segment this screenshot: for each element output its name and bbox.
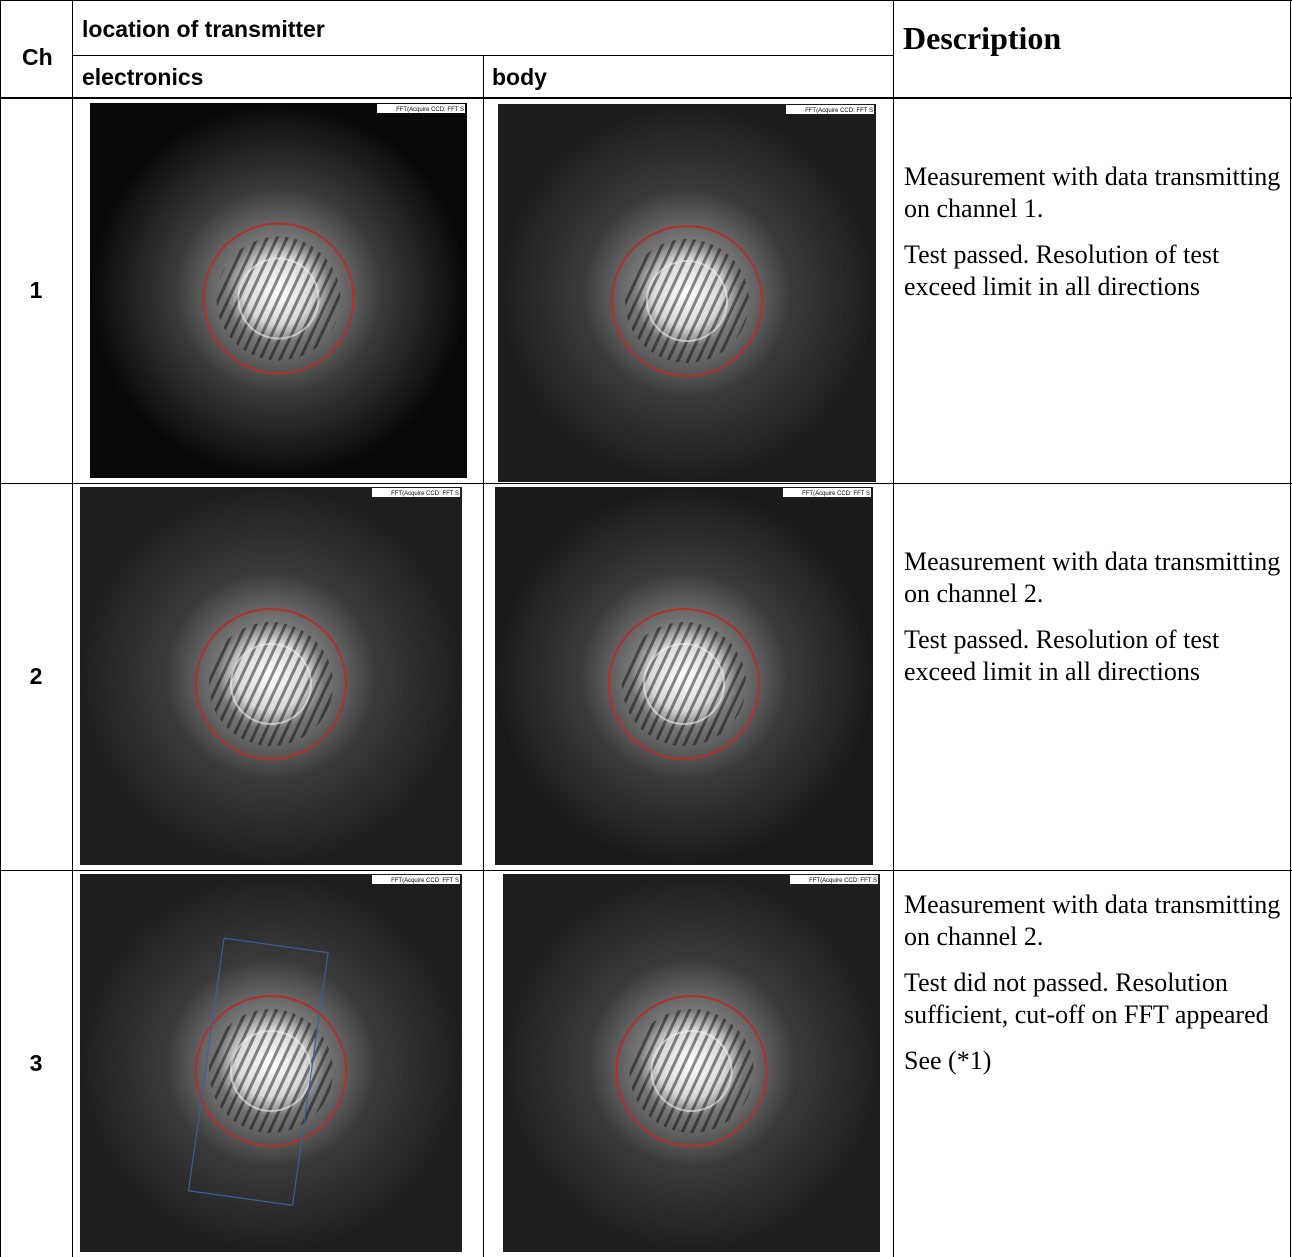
description-paragraph: Measurement with data transmitting on ch… xyxy=(904,161,1284,225)
fft-image: FFT(Acquire CCD: FFT S xyxy=(495,487,873,865)
header-location: location of transmitter xyxy=(82,16,325,43)
image-label: FFT(Acquire CCD: FFT S xyxy=(805,108,873,114)
fft-image: FFT(Acquire CCD: FFT S xyxy=(498,104,876,482)
stripes-area xyxy=(209,622,333,746)
description-paragraph: See (*1) xyxy=(904,1045,1284,1077)
border xyxy=(0,0,1292,1)
header-description: Description xyxy=(903,20,1061,57)
document: Ch location of transmitter electronics b… xyxy=(0,0,1292,1257)
fft-image: FFT(Acquire CCD: FFT S xyxy=(90,103,467,478)
stripes-area xyxy=(217,237,341,361)
header-electronics: electronics xyxy=(82,64,203,91)
stripes-area xyxy=(630,1009,754,1133)
border xyxy=(0,483,1292,484)
border xyxy=(0,97,1292,99)
border xyxy=(893,0,894,1257)
image-label: FFT(Acquire CCD: FFT S xyxy=(802,491,870,497)
image-label: FFT(Acquire CCD: FFT S xyxy=(396,107,464,113)
header-body: body xyxy=(492,64,547,91)
image-label: FFT(Acquire CCD: FFT S xyxy=(809,878,877,884)
description-paragraph: Test did not passed. Resolution sufficie… xyxy=(904,967,1284,1031)
description: Measurement with data transmitting on ch… xyxy=(904,546,1284,702)
description-paragraph: Measurement with data transmitting on ch… xyxy=(904,889,1284,953)
stripes-area xyxy=(209,1009,333,1133)
description: Measurement with data transmitting on ch… xyxy=(904,889,1284,1091)
fft-image: FFT(Acquire CCD: FFT S xyxy=(80,487,462,865)
description-paragraph: Measurement with data transmitting on ch… xyxy=(904,546,1284,610)
image-label: FFT(Acquire CCD: FFT S xyxy=(391,878,459,884)
description-paragraph: Test passed. Resolution of test exceed l… xyxy=(904,239,1284,303)
description-paragraph: Test passed. Resolution of test exceed l… xyxy=(904,624,1284,688)
fft-image: FFT(Acquire CCD: FFT S xyxy=(503,874,880,1252)
stripes-area xyxy=(625,239,749,363)
image-label: FFT(Acquire CCD: FFT S xyxy=(391,491,459,497)
channel-number: 3 xyxy=(0,1050,72,1077)
description: Measurement with data transmitting on ch… xyxy=(904,161,1284,317)
fft-image: FFT(Acquire CCD: FFT S xyxy=(80,874,462,1252)
stripes-area xyxy=(622,622,746,746)
channel-number: 2 xyxy=(0,663,72,690)
channel-number: 1 xyxy=(0,277,72,304)
border xyxy=(72,0,73,1257)
border xyxy=(0,870,1292,871)
border xyxy=(483,55,484,1257)
header-ch: Ch xyxy=(22,44,53,71)
border xyxy=(1290,0,1291,1257)
